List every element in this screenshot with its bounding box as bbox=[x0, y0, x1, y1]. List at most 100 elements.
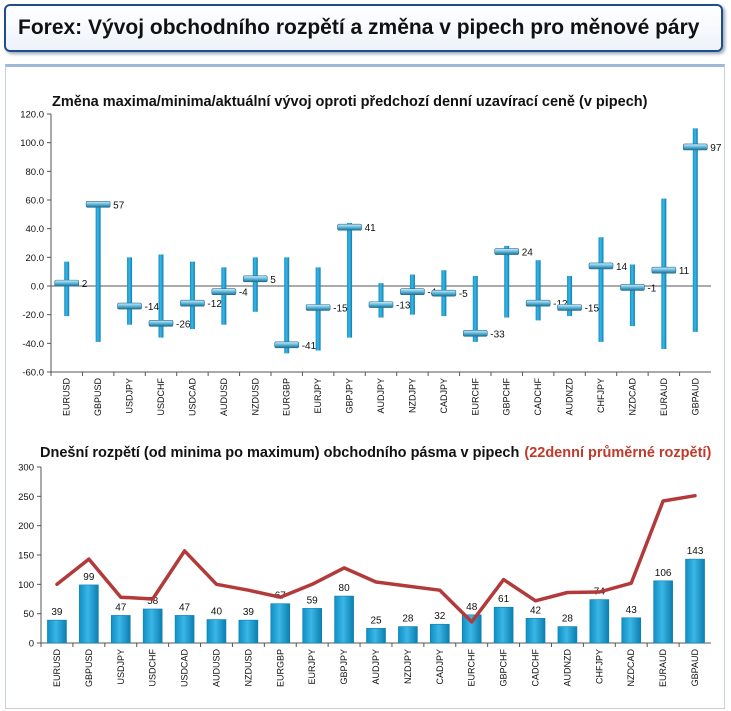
bottom-value-label: 99 bbox=[83, 572, 95, 583]
bottom-category-label: USDJPY bbox=[116, 649, 126, 685]
top-category-label: NZDJPY bbox=[407, 378, 417, 413]
top-current-marker bbox=[148, 319, 174, 327]
top-current-label: -12 bbox=[207, 299, 222, 310]
bottom-bar bbox=[334, 595, 354, 644]
bottom-category-label: EURCHF bbox=[467, 648, 477, 686]
bottom-bar bbox=[685, 558, 705, 644]
top-current-marker bbox=[242, 275, 268, 283]
top-range-bar bbox=[284, 257, 290, 354]
bottom-category-label: EURUSD bbox=[52, 649, 62, 688]
bottom-category-label: USDCHF bbox=[148, 648, 158, 686]
top-range-bar bbox=[127, 257, 133, 325]
bottom-category-label: NZDJPY bbox=[403, 649, 413, 684]
top-category-label: EURAUD bbox=[659, 378, 669, 417]
top-range-bar bbox=[567, 275, 573, 317]
top-current-marker bbox=[180, 299, 205, 307]
top-current-marker bbox=[525, 299, 551, 307]
bottom-bar bbox=[366, 628, 386, 644]
top-current-label: -41 bbox=[302, 341, 317, 352]
top-current-label: -26 bbox=[176, 319, 191, 330]
bottom-chart-title-main: Dnešní rozpětí (od minima po maximum) ob… bbox=[40, 445, 519, 461]
bottom-category-label: USDCAD bbox=[180, 649, 190, 688]
top-range-bar bbox=[472, 275, 478, 342]
top-current-label: -33 bbox=[490, 329, 505, 340]
top-current-label: -4 bbox=[239, 288, 248, 299]
top-current-marker bbox=[368, 301, 394, 308]
top-current-label: 11 bbox=[679, 266, 690, 277]
top-y-tick-label: 40.0 bbox=[26, 224, 45, 235]
bottom-value-label: 48 bbox=[466, 602, 478, 613]
top-current-marker bbox=[462, 329, 488, 337]
top-current-marker bbox=[557, 304, 582, 311]
bottom-value-label: 47 bbox=[179, 602, 191, 613]
bottom-bar bbox=[238, 619, 259, 644]
bottom-category-label: GBPUSD bbox=[84, 649, 94, 688]
top-current-label: 24 bbox=[522, 248, 534, 259]
top-y-tick-label: -40.0 bbox=[22, 339, 44, 350]
bottom-category-label: CHFJPY bbox=[594, 649, 604, 684]
top-category-label: GBPCHF bbox=[502, 378, 512, 416]
bottom-bar bbox=[493, 606, 514, 644]
bottom-value-label: 143 bbox=[687, 546, 704, 557]
top-category-label: AUDUSD bbox=[219, 378, 229, 417]
top-current-label: 5 bbox=[270, 275, 276, 286]
top-range-bar bbox=[189, 261, 195, 329]
bottom-value-label: 28 bbox=[562, 614, 574, 625]
bottom-value-label: 80 bbox=[339, 583, 351, 594]
top-range-bar bbox=[158, 254, 164, 338]
bottom-y-tick-label: 250 bbox=[18, 492, 34, 503]
bottom-bar bbox=[47, 619, 67, 644]
top-y-tick-label: 60.0 bbox=[26, 196, 45, 207]
bottom-value-label: 42 bbox=[530, 605, 542, 616]
bottom-category-label: CADCHF bbox=[531, 648, 541, 686]
top-range-bar bbox=[252, 257, 258, 312]
bottom-bar bbox=[621, 617, 642, 644]
bottom-value-label: 58 bbox=[147, 596, 159, 607]
bottom-bar bbox=[110, 615, 131, 644]
bottom-y-tick-label: 50 bbox=[23, 609, 34, 620]
top-current-marker bbox=[54, 279, 80, 287]
bottom-value-label: 39 bbox=[243, 607, 255, 618]
top-category-label: NZDCAD bbox=[627, 378, 637, 416]
bottom-average-line bbox=[55, 493, 697, 624]
top-current-label: 14 bbox=[616, 262, 628, 273]
top-category-label: EURCHF bbox=[470, 377, 480, 415]
bottom-category-label: EURAUD bbox=[658, 649, 668, 688]
top-current-marker bbox=[494, 248, 520, 255]
top-range-bar bbox=[661, 198, 667, 350]
top-current-marker bbox=[651, 266, 677, 274]
top-category-label: AUDNZD bbox=[565, 378, 575, 416]
bottom-category-label: GBPAUD bbox=[690, 649, 700, 687]
bottom-bar bbox=[461, 614, 482, 644]
bottom-value-label: 47 bbox=[115, 602, 127, 613]
top-current-label: -14 bbox=[145, 302, 160, 313]
bottom-y-tick-label: 0 bbox=[29, 639, 34, 650]
bottom-value-label: 59 bbox=[307, 595, 319, 606]
bottom-value-label: 32 bbox=[434, 611, 446, 622]
bottom-category-label: AUDUSD bbox=[211, 649, 221, 688]
top-y-tick-label: 0.0 bbox=[31, 282, 44, 293]
top-current-label: -15 bbox=[585, 304, 600, 315]
top-range-bar bbox=[535, 260, 541, 321]
top-range-bar bbox=[221, 267, 227, 325]
bottom-value-label: 61 bbox=[498, 594, 510, 605]
bottom-bar bbox=[589, 599, 610, 644]
top-range-bar bbox=[504, 245, 510, 318]
top-y-tick-label: 20.0 bbox=[26, 253, 45, 264]
bottom-bar bbox=[142, 608, 163, 644]
bottom-bar bbox=[302, 608, 322, 644]
top-chart: 120.0 100.0 80.0 60.0 40.0 20.0 0.0 -20.0 -40.0 -… bbox=[20, 110, 722, 417]
top-current-label: -5 bbox=[459, 289, 468, 300]
top-y-tick-label: 100.0 bbox=[20, 138, 44, 149]
top-current-label: 41 bbox=[365, 223, 377, 234]
top-category-label: USDJPY bbox=[125, 378, 135, 414]
top-category-label: USDCHF bbox=[156, 377, 166, 415]
top-current-marker bbox=[337, 223, 362, 231]
top-range-bar bbox=[598, 237, 604, 342]
bottom-category-label: CADJPY bbox=[435, 649, 445, 685]
bottom-category-label: AUDNZD bbox=[562, 649, 572, 687]
bottom-chart-title: Dnešní rozpětí (od minima po maximum) ob… bbox=[40, 445, 711, 461]
top-range-bar bbox=[64, 261, 70, 317]
bottom-bar bbox=[430, 623, 450, 644]
